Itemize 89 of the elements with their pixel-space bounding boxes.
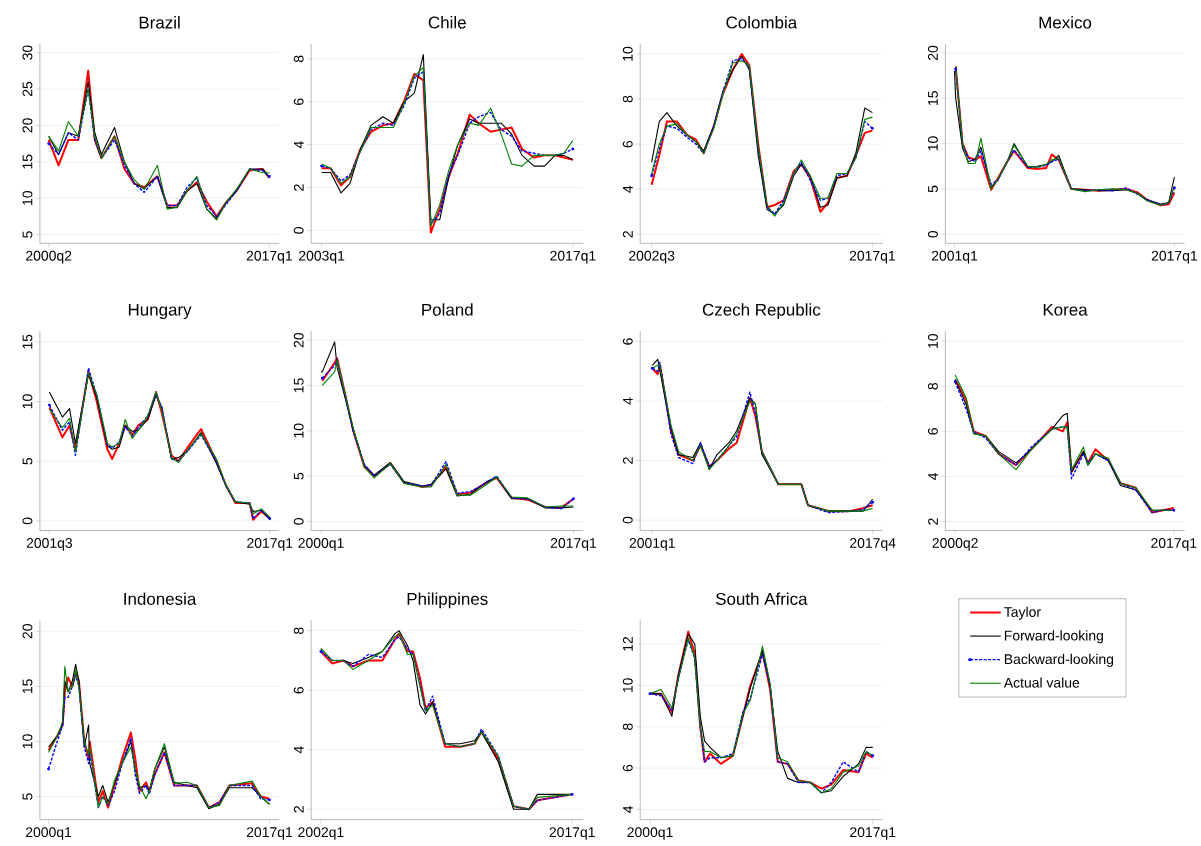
x-tick-label: 2017q1 — [1151, 538, 1197, 551]
x-tick-label: 2017q1 — [550, 250, 596, 264]
y-tick-label: 5 — [293, 473, 304, 480]
y-tick-label: 8 — [927, 383, 938, 390]
x-tick-label: 2003q1 — [299, 250, 345, 264]
x-tick-label: 2002q3 — [629, 250, 675, 264]
y-tick-label: 8 — [293, 627, 304, 635]
x-tick-label: 2017q1 — [850, 827, 896, 841]
y-tick-label: 5 — [22, 793, 33, 801]
x-tick-label: 2017q1 — [549, 827, 595, 841]
chart-title: Philippines — [407, 592, 488, 609]
x-tick-label: 2017q4 — [850, 538, 896, 551]
y-tick-label: 30 — [22, 45, 33, 61]
chart-title: Poland — [422, 303, 473, 316]
legend-label: Taylor — [1004, 606, 1041, 620]
y-tick-label: 15 — [928, 91, 938, 106]
y-tick-label: 10 — [927, 136, 938, 151]
y-tick-label: 5 — [22, 231, 33, 239]
x-tick-label: 2000q2 — [26, 250, 72, 264]
y-tick-label: 20 — [293, 333, 304, 348]
x-tick-label: 2017q1 — [246, 827, 293, 841]
y-tick-label: 15 — [22, 334, 33, 349]
x-tick-label: 2017q1 — [1151, 251, 1197, 264]
y-tick-label: 6 — [622, 141, 633, 148]
chart-title: Korea — [1043, 304, 1088, 316]
y-tick-label: 10 — [927, 334, 938, 349]
y-tick-label: 6 — [622, 338, 633, 345]
y-tick-label: 10 — [22, 734, 33, 749]
y-tick-label: 5 — [22, 458, 33, 465]
y-tick-label: 25 — [22, 82, 33, 97]
x-tick-label: 2000q1 — [298, 538, 344, 551]
x-tick-label: 2000q2 — [932, 538, 978, 551]
y-tick-label: 8 — [622, 95, 633, 103]
legend-label: Backward-looking — [1004, 654, 1114, 668]
x-tick-label: 2002q1 — [298, 827, 344, 841]
chart-title: Czech Republic — [702, 303, 821, 320]
y-tick-label: 0 — [293, 518, 304, 525]
y-tick-label: 8 — [622, 723, 633, 731]
x-tick-label: 2001q3 — [26, 538, 73, 551]
y-tick-label: 4 — [928, 473, 938, 481]
y-tick-label: 10 — [622, 678, 633, 693]
x-tick-label: 2000q1 — [25, 827, 72, 841]
y-tick-label: 20 — [927, 45, 938, 61]
chart-title: Brazil — [139, 16, 180, 29]
y-tick-label: 6 — [622, 764, 633, 772]
chart-title: Mexico — [1039, 16, 1092, 29]
y-tick-label: 15 — [22, 679, 33, 694]
chart-title: Colombia — [726, 16, 798, 29]
y-tick-label: 6 — [293, 687, 304, 694]
y-tick-label: 15 — [293, 378, 304, 393]
y-tick-label: 4 — [294, 746, 304, 754]
x-tick-label: 2000q1 — [627, 827, 673, 841]
legend-label: Actual value — [1003, 677, 1080, 688]
y-tick-label: 4 — [294, 141, 304, 149]
y-tick-label: 2 — [293, 184, 304, 191]
y-tick-label: 6 — [293, 98, 304, 106]
y-tick-label: 8 — [293, 55, 304, 63]
y-tick-label: 10 — [22, 394, 33, 409]
x-tick-label: 2001q1 — [931, 251, 978, 264]
y-tick-label: 12 — [622, 637, 633, 651]
legend-label: Forward-looking — [1004, 630, 1103, 644]
x-tick-label: 2017q1 — [247, 538, 293, 551]
y-tick-label: 10 — [293, 423, 304, 438]
y-tick-label: 0 — [22, 517, 33, 525]
chart-title: Indonesia — [124, 592, 197, 606]
y-tick-label: 4 — [623, 185, 633, 193]
y-tick-label: 0 — [622, 516, 633, 524]
y-tick-label: 20 — [22, 624, 33, 639]
x-tick-label: 2017q1 — [550, 538, 597, 551]
y-tick-label: 4 — [623, 806, 633, 814]
y-tick-label: 20 — [22, 118, 33, 133]
y-tick-label: 10 — [22, 191, 33, 206]
x-tick-label: 2017q1 — [849, 250, 895, 264]
y-tick-label: 0 — [293, 227, 304, 234]
y-tick-label: 5 — [928, 185, 938, 193]
chart-title: Chile — [428, 16, 466, 29]
chart-title: Hungary — [128, 304, 192, 320]
x-tick-label: 2001q1 — [629, 538, 675, 551]
chart-title: South Africa — [715, 592, 808, 606]
y-tick-label: 2 — [622, 457, 633, 464]
y-tick-label: 4 — [623, 397, 633, 405]
y-tick-label: 0 — [927, 231, 938, 238]
y-tick-label: 6 — [927, 428, 938, 435]
y-tick-label: 15 — [22, 154, 33, 169]
y-tick-label: 2 — [622, 231, 633, 238]
y-tick-label: 10 — [622, 46, 633, 61]
x-tick-label: 2017q1 — [246, 250, 292, 264]
y-tick-label: 2 — [293, 806, 304, 813]
y-tick-label: 2 — [928, 518, 938, 525]
